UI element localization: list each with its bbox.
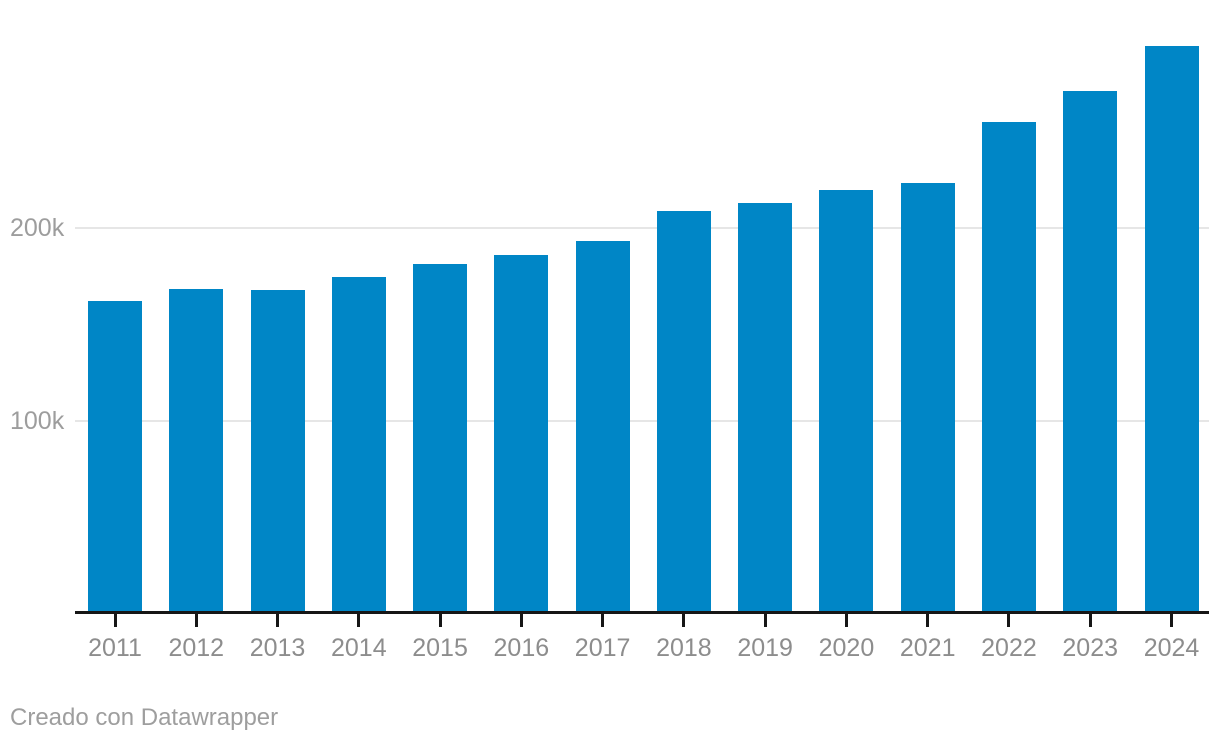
x-tick-2022	[1007, 614, 1011, 627]
bar-2021[interactable]	[900, 182, 955, 613]
bar-2020[interactable]	[819, 189, 874, 613]
bar-2016[interactable]	[494, 255, 549, 613]
gridline-200k	[75, 227, 1209, 229]
x-tick-2012	[194, 614, 198, 627]
x-tick-2013	[276, 614, 280, 627]
x-tick-2015	[438, 614, 442, 627]
x-axis-label-2020: 2020	[818, 634, 875, 662]
x-axis-line	[75, 611, 1209, 614]
bar-2022[interactable]	[981, 121, 1036, 613]
x-tick-2017	[601, 614, 605, 627]
x-tick-2020	[844, 614, 848, 627]
x-tick-2014	[357, 614, 361, 627]
x-tick-2024	[1170, 614, 1173, 627]
bar-2017[interactable]	[575, 241, 630, 613]
datawrapper-credit[interactable]: Creado con Datawrapper	[10, 704, 279, 731]
x-axis-label-2011: 2011	[88, 634, 142, 662]
bar-2018[interactable]	[656, 210, 711, 613]
bar-2011[interactable]	[88, 301, 142, 613]
bar-2015[interactable]	[413, 264, 468, 613]
gridline-100k	[75, 419, 1209, 422]
bar-2014[interactable]	[331, 277, 386, 613]
x-axis-label-2015: 2015	[412, 634, 468, 662]
x-tick-2023	[1088, 614, 1092, 627]
bar-2013[interactable]	[250, 290, 305, 613]
x-axis-label-2012: 2012	[168, 634, 225, 662]
y-axis-label-200k: 200k	[10, 214, 65, 242]
x-tick-2011	[113, 614, 117, 627]
bar-2023[interactable]	[1063, 90, 1118, 613]
x-axis-label-2021: 2021	[899, 634, 956, 662]
x-axis-label-2022: 2022	[981, 634, 1037, 662]
x-tick-2016	[519, 614, 523, 627]
x-axis-label-2014: 2014	[330, 634, 387, 662]
x-axis-label-2024: 2024	[1143, 634, 1200, 662]
x-axis-label-2013: 2013	[249, 634, 306, 662]
x-axis-label-2018: 2018	[656, 634, 712, 662]
x-axis-label-2016: 2016	[493, 634, 550, 662]
x-tick-2018	[682, 614, 686, 627]
bar-2012[interactable]	[169, 289, 224, 613]
x-tick-2021	[926, 614, 930, 627]
y-axis-label-100k: 100k	[10, 406, 65, 435]
x-axis-label-2019: 2019	[737, 634, 793, 662]
bar-2024[interactable]	[1144, 46, 1199, 613]
x-tick-2019	[763, 614, 767, 627]
x-axis-label-2023: 2023	[1062, 634, 1119, 662]
bar-2019[interactable]	[738, 202, 793, 613]
x-axis-label-2017: 2017	[574, 634, 631, 662]
